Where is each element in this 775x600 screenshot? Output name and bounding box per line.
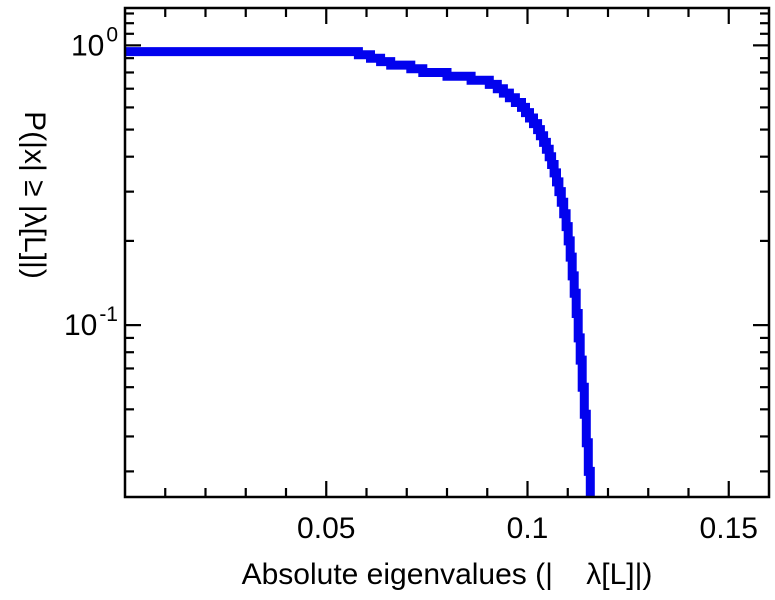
y-axis-tick-label: 100 <box>71 23 118 62</box>
y-axis-tick-label: 10-1 <box>64 303 118 342</box>
ccdf-step-line <box>125 47 595 497</box>
plot-frame <box>123 6 771 499</box>
y-axis-title: P(|x| ≥ |λ[L]|) <box>18 111 51 279</box>
x-axis-title: Absolute eigenvalues (| λ[L]|) <box>242 558 653 591</box>
x-axis-tick-label: 0.1 <box>507 512 549 545</box>
x-axis-tick-label: 0.15 <box>700 512 758 545</box>
plot-area: 100 10-1 0.05 0.1 0.15 <box>64 6 771 545</box>
x-axis-tick-label: 0.05 <box>297 512 355 545</box>
